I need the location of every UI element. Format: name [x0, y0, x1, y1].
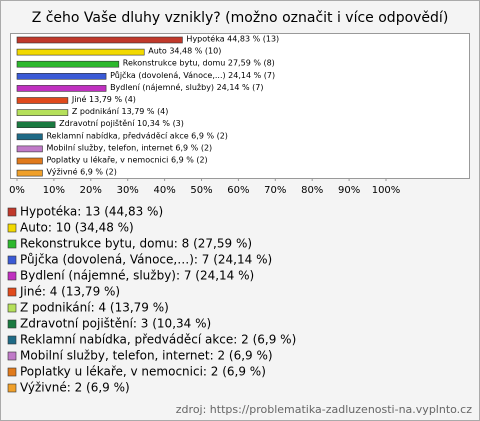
- bar: [16, 121, 56, 128]
- legend-label: Z podnikání: 4 (13,79 %): [20, 301, 169, 315]
- bar: [16, 60, 120, 68]
- legend-swatch: [7, 351, 17, 361]
- x-tick-label: 100%: [372, 185, 401, 196]
- x-tick-label: 90%: [338, 185, 360, 196]
- legend-label: Výživné: 2 (6,9 %): [20, 381, 130, 395]
- legend-label: Půjčka (dovolená, Vánoce,…): 7 (24,14 %): [20, 253, 272, 267]
- bar-label: Bydlení (nájemné, služby) 24,14 % (7): [110, 82, 263, 92]
- x-tick-label: 30%: [117, 185, 139, 196]
- x-tick-label: 70%: [264, 185, 286, 196]
- legend-swatch: [7, 319, 17, 329]
- legend-label: Bydlení (nájemné, služby): 7 (24,14 %): [20, 269, 254, 283]
- bar: [16, 145, 43, 153]
- bar-label: Reklamní nabídka, předváděcí akce 6,9 % …: [46, 131, 227, 140]
- bar-label: Zdravotní pojištění 10,34 % (3): [59, 118, 184, 128]
- legend-swatch: [7, 239, 17, 249]
- legend-swatch: [7, 271, 17, 281]
- bar: [16, 85, 107, 92]
- x-tick-label: 20%: [80, 185, 102, 196]
- x-tick-label: 10%: [43, 185, 65, 196]
- legend-label: Jiné: 4 (13,79 %): [19, 285, 120, 299]
- bar-label: Rekonstrukce bytu, domu 27,59 % (8): [123, 59, 275, 68]
- legend-label: Auto: 10 (34,48 %): [20, 221, 134, 235]
- bar: [16, 73, 107, 80]
- bar: [16, 36, 183, 44]
- x-tick-label: 60%: [227, 185, 249, 196]
- bar-label: Poplatky u lékaře, v nemocnici 6,9 % (2): [46, 155, 207, 165]
- x-tick-label: 0%: [9, 185, 25, 196]
- bar-label: Jiné 13,79 % (4): [71, 94, 136, 104]
- source: zdroj: https://problematika-zadluzenosti…: [176, 403, 472, 416]
- bar-label: Z podnikání 13,79 % (4): [72, 107, 169, 116]
- legend-swatch: [7, 367, 17, 377]
- x-tick-label: 50%: [190, 185, 212, 196]
- legend-swatch: [7, 255, 17, 265]
- legend-swatch: [7, 383, 17, 393]
- legend-label: Poplatky u lékaře, v nemocnici: 2 (6,9 %…: [20, 365, 266, 379]
- legend-label: Hypotéka: 13 (44,83 %): [20, 205, 163, 219]
- legend-swatch: [7, 335, 17, 345]
- bar: [16, 97, 69, 104]
- legend-label: Rekonstrukce bytu, domu: 8 (27,59 %): [20, 237, 252, 251]
- legend-swatch: [7, 287, 17, 297]
- bar: [16, 133, 43, 141]
- bar: [16, 157, 43, 165]
- x-tick-label: 80%: [301, 185, 323, 196]
- bar-label: Mobilní služby, telefon, internet 6,9 % …: [46, 143, 212, 152]
- bar: [16, 169, 43, 177]
- bar-label: Půjčka (dovolená, Vánoce,...) 24,14 % (7…: [110, 70, 275, 80]
- x-tick-label: 40%: [153, 185, 175, 196]
- legend-label: Reklamní nabídka, předváděcí akce: 2 (6,…: [20, 333, 296, 347]
- legend-label: Zdravotní pojištění: 3 (10,34 %): [20, 317, 211, 331]
- bar-label: Výživné 6,9 % (2): [46, 167, 116, 177]
- legend-swatch: [7, 223, 17, 233]
- legend-label: Mobilní služby, telefon, internet: 2 (6,…: [20, 349, 273, 363]
- legend-swatch: [7, 207, 17, 217]
- legend-swatch: [7, 303, 17, 313]
- bar: [16, 109, 69, 116]
- chart-title: Z čeho Vaše dluhy vznikly? (možno označi…: [32, 10, 449, 26]
- bar: [16, 48, 145, 56]
- bar-label: Auto 34,48 % (10): [148, 47, 221, 56]
- plot-area: [10, 33, 470, 179]
- bar-label: Hypotéka 44,83 % (13): [186, 34, 279, 44]
